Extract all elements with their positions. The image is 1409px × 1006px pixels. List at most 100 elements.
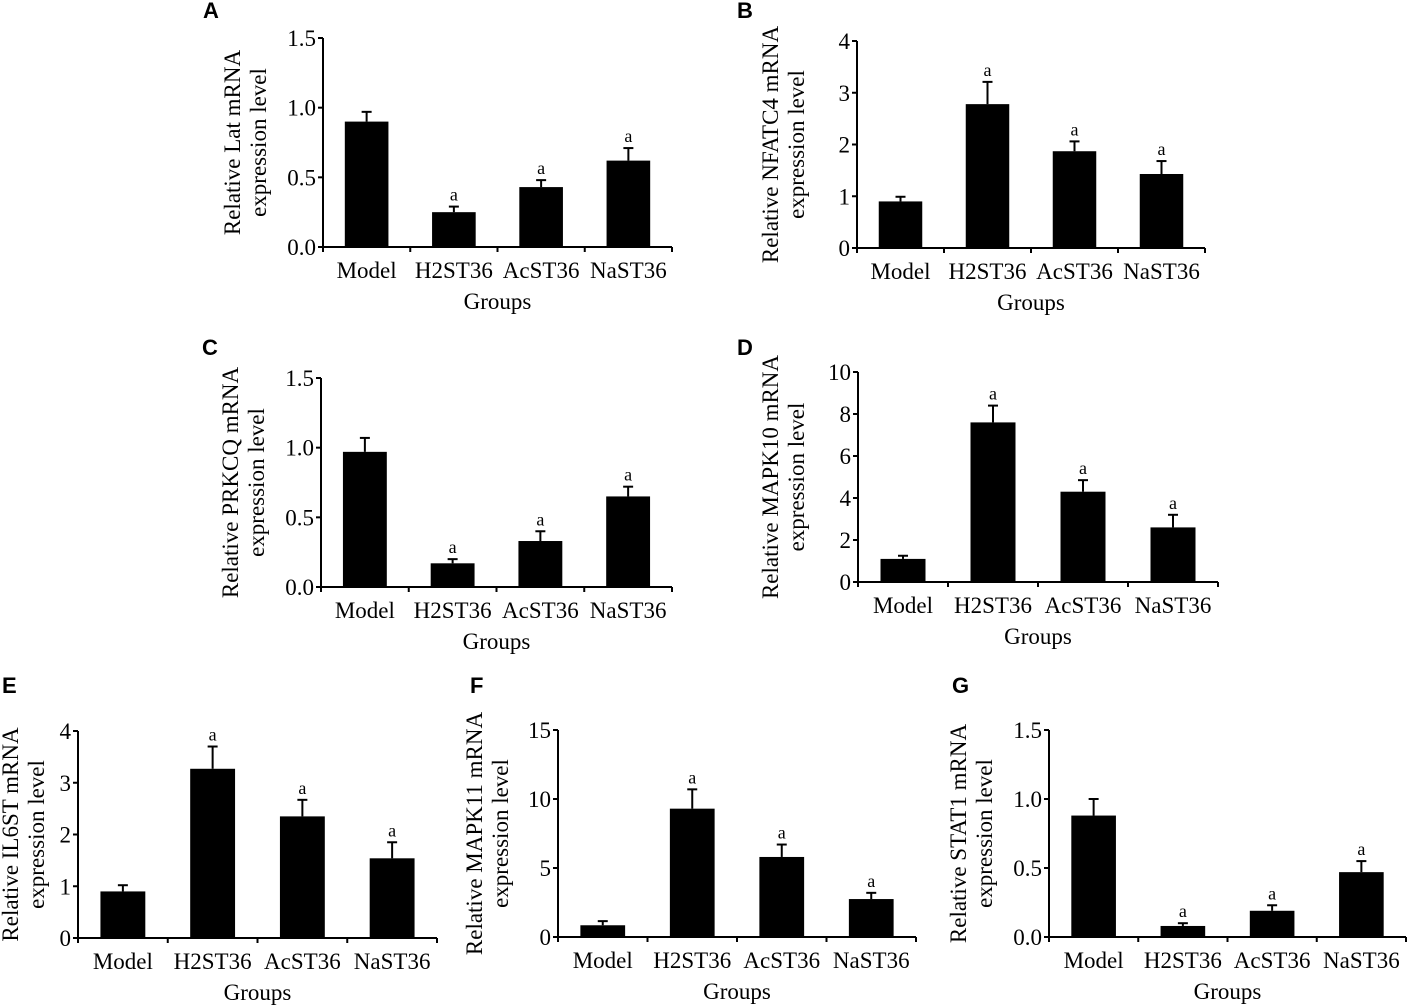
x-tick-label: Model (1064, 948, 1124, 973)
significance-label: a (1169, 493, 1177, 513)
significance-label: a (1079, 458, 1087, 478)
y-tick-label: 3 (839, 81, 851, 106)
y-tick-label: 1.0 (287, 96, 316, 121)
bar-h2st36 (965, 104, 1010, 248)
x-tick-label: Model (573, 948, 633, 973)
significance-label: a (1158, 139, 1166, 159)
bar-model (580, 925, 626, 937)
x-axis-label: Groups (463, 629, 531, 654)
significance-label: a (989, 384, 997, 404)
y-tick-label: 2 (60, 823, 72, 848)
chart-panel-e: E 0 1 2 3 4 Model a H2ST36 a AcST36 a NaST36 Groups Re… (0, 673, 438, 1005)
significance-label: a (298, 778, 306, 798)
bar-model (880, 558, 926, 582)
y-tick-label: 0 (60, 926, 72, 951)
x-tick-label: AcST36 (503, 258, 580, 283)
y-tick-label: 8 (840, 402, 852, 427)
bar-h2st36 (190, 768, 236, 938)
bar-acst36 (759, 856, 805, 937)
y-tick-label: 0 (540, 925, 552, 950)
bar-nast36 (369, 858, 415, 938)
x-tick-label: H2ST36 (174, 949, 252, 974)
bar-acst36 (519, 187, 563, 247)
x-tick-label: AcST36 (502, 598, 579, 623)
chart-panel-c: C 0.0 0.5 1.0 1.5 Model a H2ST36 a AcST36 a NaST36 G… (202, 335, 673, 654)
y-axis-label: expression level (24, 760, 49, 909)
y-axis-label: expression level (784, 70, 809, 219)
y-axis-label: expression level (246, 68, 271, 217)
significance-label: a (1179, 901, 1187, 921)
x-tick-label: Model (335, 598, 395, 623)
x-tick-label: Model (337, 258, 397, 283)
chart-panel-a: A 0.0 0.5 1.0 1.5 Model a H2ST36 a AcST36 a NaST36 G… (203, 0, 673, 314)
bar-nast36 (1339, 872, 1384, 937)
x-axis-label: Groups (703, 979, 771, 1004)
x-tick-label: NaST36 (590, 258, 667, 283)
y-axis-label: expression level (488, 759, 513, 908)
x-tick-label: Model (93, 949, 153, 974)
y-tick-label: 2 (840, 528, 852, 553)
y-tick-label: 0.0 (1013, 925, 1042, 950)
y-tick-label: 0.0 (287, 235, 316, 260)
bar-nast36 (848, 899, 894, 937)
significance-label: a (624, 465, 632, 485)
x-axis-label: Groups (224, 980, 292, 1005)
bar-acst36 (279, 816, 325, 938)
significance-label: a (1357, 839, 1365, 859)
y-tick-label: 1 (60, 874, 72, 899)
y-tick-label: 1.5 (285, 366, 314, 391)
significance-label: a (624, 126, 632, 146)
y-tick-label: 1 (839, 184, 851, 209)
x-tick-label: NaST36 (590, 598, 667, 623)
bar-h2st36 (432, 212, 476, 247)
y-tick-label: 1.5 (1013, 718, 1042, 743)
panel-letter: C (202, 335, 218, 360)
y-tick-label: 6 (840, 444, 852, 469)
y-tick-label: 15 (528, 718, 551, 743)
bar-acst36 (518, 541, 563, 587)
panel-letter: D (737, 335, 753, 360)
y-tick-label: 10 (528, 787, 551, 812)
x-tick-label: NaST36 (1135, 593, 1212, 618)
x-axis-label: Groups (464, 289, 532, 314)
y-tick-label: 4 (60, 719, 72, 744)
x-tick-label: NaST36 (1323, 948, 1400, 973)
y-axis-label: Relative PRKCQ mRNA (218, 366, 243, 598)
significance-label: a (536, 509, 544, 529)
panel-letter: E (2, 673, 17, 698)
x-tick-label: NaST36 (1123, 259, 1200, 284)
y-axis-label: Relative NFATC4 mRNA (758, 25, 783, 263)
x-axis-label: Groups (1004, 624, 1072, 649)
significance-label: a (984, 60, 992, 80)
significance-label: a (688, 767, 696, 787)
x-tick-label: AcST36 (1036, 259, 1113, 284)
y-axis-label: Relative MAPK10 mRNA (758, 355, 783, 599)
bar-acst36 (1060, 491, 1106, 582)
significance-label: a (1071, 119, 1079, 139)
y-axis-label: Relative IL6ST mRNA (0, 727, 23, 942)
significance-label: a (778, 823, 786, 843)
x-tick-label: Model (873, 593, 933, 618)
bar-nast36 (1139, 173, 1184, 248)
x-tick-label: Model (870, 259, 930, 284)
bar-nast36 (606, 160, 651, 247)
x-axis-label: Groups (997, 290, 1065, 315)
y-tick-label: 0.5 (1013, 856, 1042, 881)
bar-h2st36 (970, 422, 1016, 582)
y-tick-label: 0.5 (287, 165, 316, 190)
x-tick-label: H2ST36 (415, 258, 493, 283)
significance-label: a (1268, 883, 1276, 903)
bar-acst36 (1249, 910, 1295, 937)
y-axis-label: Relative MAPK11 mRNA (462, 712, 487, 956)
panel-letter: G (952, 673, 969, 698)
x-tick-label: H2ST36 (414, 598, 492, 623)
significance-label: a (449, 537, 457, 557)
y-tick-label: 0.5 (285, 505, 314, 530)
y-tick-label: 4 (840, 486, 852, 511)
bar-acst36 (1052, 151, 1097, 248)
bar-model (344, 121, 389, 247)
y-tick-label: 2 (839, 133, 851, 158)
x-tick-label: H2ST36 (954, 593, 1032, 618)
x-tick-label: H2ST36 (653, 948, 731, 973)
